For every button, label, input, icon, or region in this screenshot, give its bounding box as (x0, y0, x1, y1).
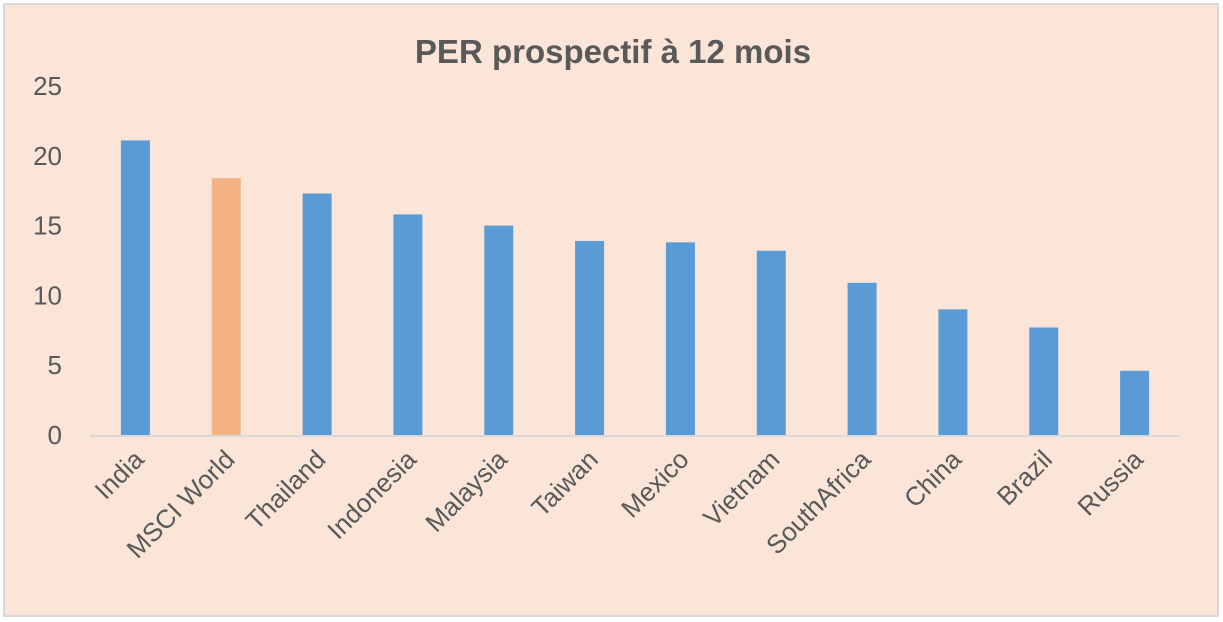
bar-southafrica (847, 282, 877, 435)
bar-msci-world (211, 178, 241, 436)
bar-thailand (302, 193, 332, 435)
y-tick-label: 5 (48, 350, 62, 380)
y-axis-ticks: 0 5 10 15 20 25 (33, 71, 62, 450)
bar-chart: PER prospectif à 12 mois 0 5 10 15 20 25 Indi… (33, 33, 1180, 564)
bar-indonesia (393, 214, 423, 435)
x-tick-label: Malaysia (419, 444, 513, 538)
x-tick-label: India (89, 444, 150, 505)
y-tick-label: 0 (48, 420, 62, 450)
bars-group (120, 140, 1150, 436)
chart-area: PER prospectif à 12 mois 0 5 10 15 20 25 Indi… (3, 3, 1219, 617)
x-tick-label: Indonesia (321, 444, 422, 545)
y-tick-label: 15 (33, 211, 62, 241)
y-tick-label: 10 (33, 280, 62, 310)
x-tick-label: Mexico (615, 444, 694, 523)
bar-taiwan (575, 240, 605, 435)
x-tick-label: China (898, 444, 968, 514)
bar-brazil (1029, 327, 1059, 435)
y-tick-label: 20 (33, 141, 62, 171)
bar-russia (1120, 370, 1150, 435)
bar-mexico (665, 242, 695, 435)
bar-vietnam (756, 250, 786, 435)
bar-malaysia (484, 225, 514, 435)
x-tick-label: Taiwan (525, 444, 603, 522)
x-tick-label: Thailand (240, 444, 332, 536)
x-tick-label: Vietnam (697, 444, 785, 532)
y-tick-label: 25 (33, 71, 62, 101)
x-tick-label: Brazil (991, 444, 1058, 511)
chart-title: PER prospectif à 12 mois (415, 33, 811, 70)
x-tick-label: Russia (1071, 444, 1149, 522)
bar-china (938, 309, 968, 435)
bar-india (120, 140, 150, 435)
